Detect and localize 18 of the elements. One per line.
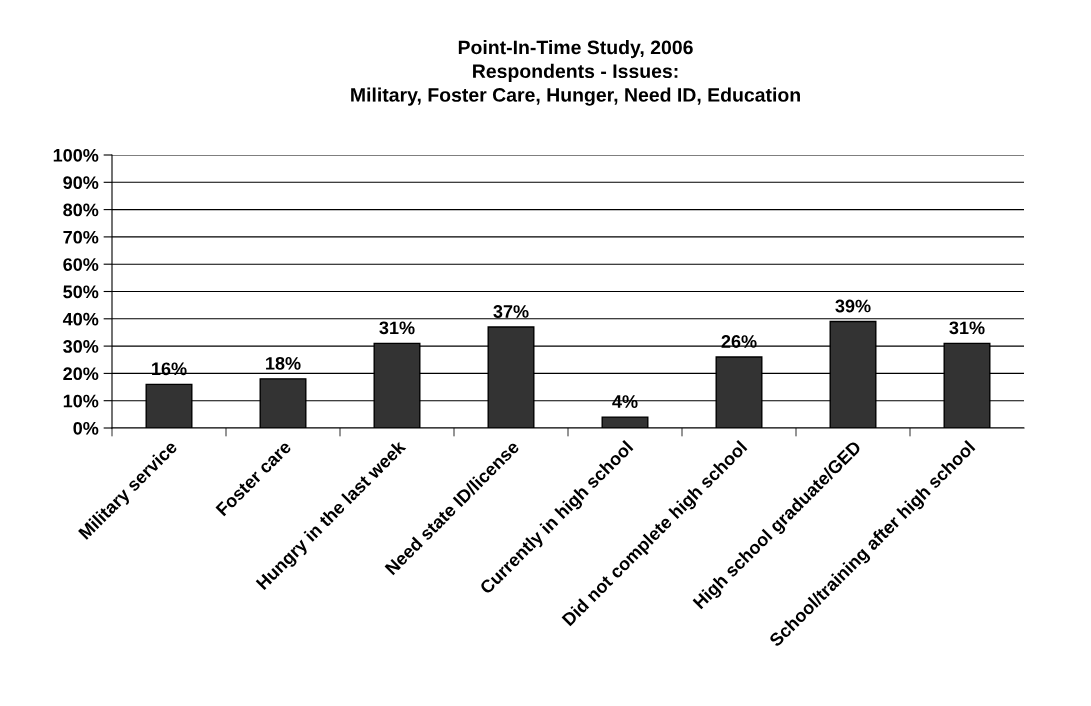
y-tick-label: 100% bbox=[53, 148, 99, 162]
y-tick-label: 90% bbox=[63, 176, 99, 190]
y-tick-label: 10% bbox=[63, 394, 99, 408]
data-label: 31% bbox=[379, 321, 415, 335]
y-tick-label: 0% bbox=[73, 421, 99, 435]
y-tick-label: 40% bbox=[62, 312, 99, 326]
y-tick-label: 60% bbox=[63, 258, 99, 271]
data-label: 39% bbox=[835, 299, 871, 313]
y-tick-label: 80% bbox=[63, 203, 99, 217]
chart-title: Point-In-Time Study, 2006 Respondents - Issues: Military, Foster Care, Hunger, Need ID, Education bbox=[351, 40, 800, 106]
data-label: 31% bbox=[949, 321, 985, 335]
data-label: 18% bbox=[266, 356, 301, 370]
data-label: 37% bbox=[493, 305, 529, 318]
data-label: 26% bbox=[721, 335, 757, 348]
y-tick-label: 30% bbox=[63, 340, 99, 353]
y-tick-label: 50% bbox=[63, 285, 99, 299]
y-tick-label: 20% bbox=[63, 367, 99, 381]
y-tick-label: 70% bbox=[63, 230, 99, 244]
